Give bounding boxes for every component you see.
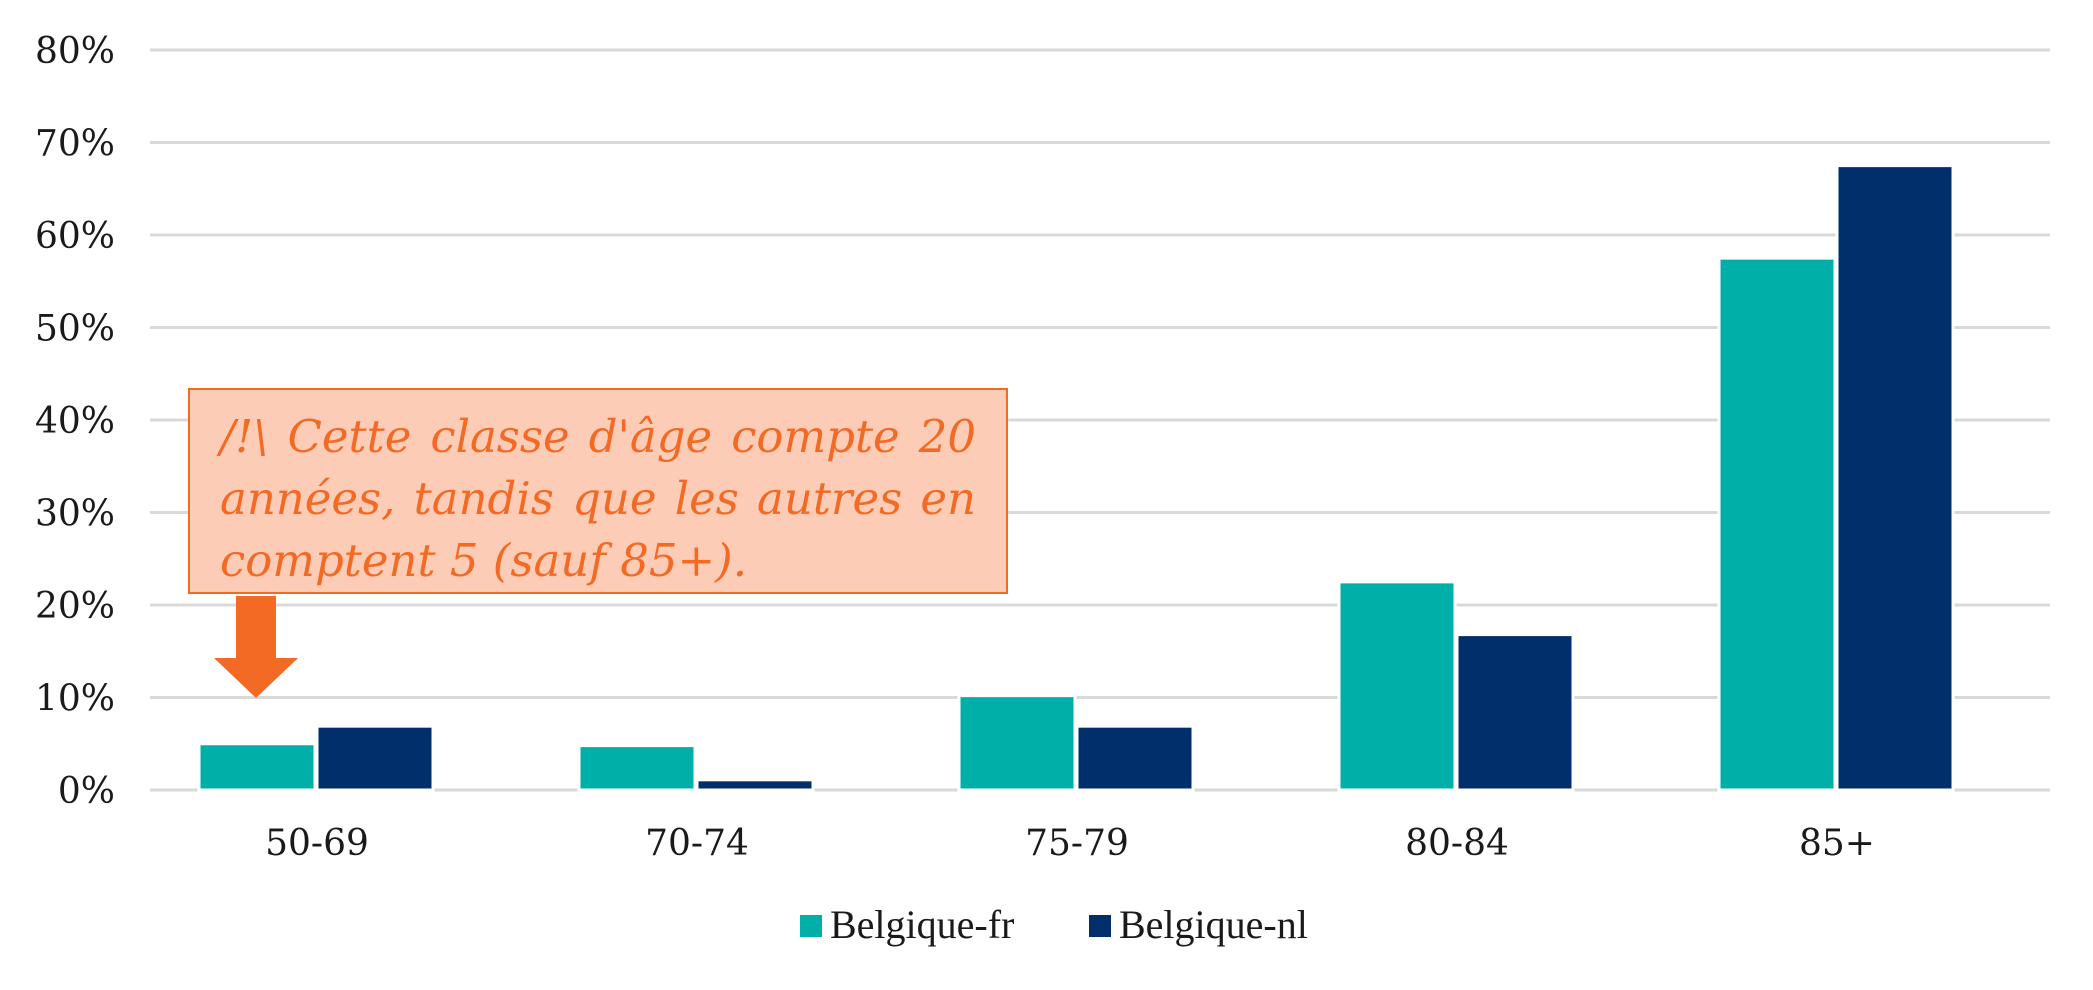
bar-belgique-fr-85+ <box>1717 256 1837 792</box>
y-tick-label: 30% <box>35 494 115 535</box>
annotation-box: /!\ Cette classe d'âge compte 20 années,… <box>188 388 1008 594</box>
bar-belgique-nl-85+ <box>1835 164 1955 792</box>
legend-swatch-belgique-nl <box>1089 915 1111 937</box>
arrow-down-icon <box>214 596 298 698</box>
legend-label: Belgique-nl <box>1119 902 1308 947</box>
x-category-label: 85+ <box>1799 823 1875 864</box>
x-axis-category-labels: 50-69 70-74 75-79 80-84 85+ <box>265 823 1875 864</box>
y-tick-label: 10% <box>35 679 115 720</box>
y-tick-label: 50% <box>35 309 115 350</box>
annotation-arrow <box>214 596 298 698</box>
legend-label: Belgique-fr <box>830 902 1014 947</box>
y-tick-label: 80% <box>35 31 115 72</box>
legend-swatch-belgique-fr <box>800 915 822 937</box>
bar-belgique-nl-80-84 <box>1455 633 1575 792</box>
y-tick-label: 40% <box>35 401 115 442</box>
bar-belgique-fr-50-69 <box>197 742 317 792</box>
x-category-label: 80-84 <box>1405 823 1509 864</box>
bar-belgique-fr-80-84 <box>1337 580 1457 792</box>
y-tick-label: 0% <box>58 771 115 812</box>
bar-belgique-fr-70-74 <box>577 744 697 792</box>
y-axis-tick-labels: 0% 10% 20% 30% 40% 50% 60% 70% 80% <box>35 31 115 812</box>
annotation-text: /!\ Cette classe d'âge compte 20 années,… <box>220 410 976 587</box>
bars <box>197 164 1955 792</box>
bar-belgique-nl-75-79 <box>1075 724 1195 792</box>
x-category-label: 75-79 <box>1025 823 1129 864</box>
bar-belgique-nl-50-69 <box>315 724 435 792</box>
bar-belgique-fr-75-79 <box>957 694 1077 792</box>
x-category-label: 70-74 <box>645 823 749 864</box>
bar-belgique-nl-70-74 <box>695 778 815 792</box>
legend: Belgique-fr Belgique-nl <box>800 902 1308 947</box>
y-tick-label: 70% <box>35 124 115 165</box>
y-tick-label: 60% <box>35 216 115 257</box>
y-tick-label: 20% <box>35 586 115 627</box>
x-category-label: 50-69 <box>265 823 369 864</box>
